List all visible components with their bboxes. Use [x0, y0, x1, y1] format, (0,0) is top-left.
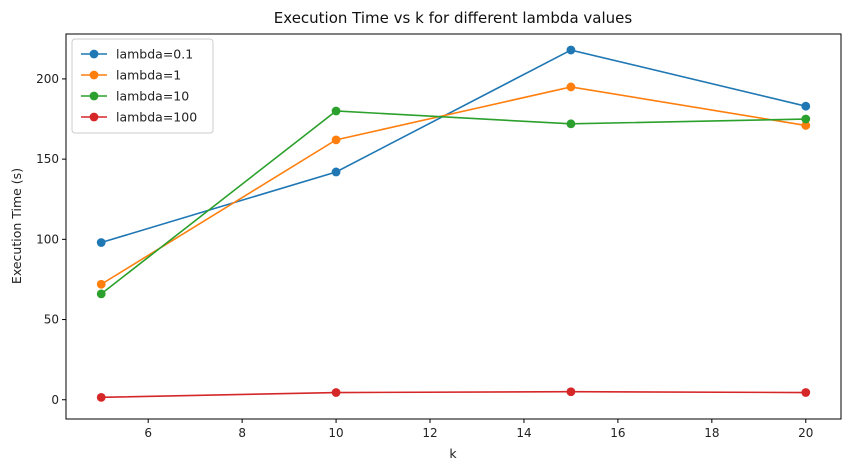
- legend-label: lambda=100: [116, 110, 197, 125]
- legend-swatch-marker: [89, 91, 99, 101]
- y-axis-ticks: 0 50 100 150 200: [36, 72, 66, 407]
- series-line-0: [100, 49, 806, 244]
- x-tick-label: 8: [238, 426, 246, 440]
- x-tick-label: 16: [610, 426, 625, 440]
- y-tick-label: 100: [36, 232, 59, 246]
- data-point: [96, 289, 106, 299]
- y-tick-label: 0: [51, 393, 59, 407]
- data-point: [96, 392, 106, 402]
- data-point: [331, 106, 341, 116]
- x-axis-ticks: 6 8 10 12 14 16 18 20: [144, 419, 813, 440]
- data-point: [96, 238, 106, 247]
- data-point: [566, 119, 576, 129]
- y-tick-label: 150: [36, 152, 59, 166]
- x-tick-label: 14: [516, 426, 531, 440]
- data-point: [566, 82, 576, 92]
- series-line-3: [101, 390, 806, 399]
- legend-label: lambda=10: [116, 89, 189, 104]
- x-tick-label: 18: [704, 426, 719, 440]
- y-axis-label: Execution Time (s): [9, 168, 24, 284]
- legend: lambda=0.1 lambda=1 lambda=10 lambda=100: [71, 38, 214, 134]
- x-tick-label: 10: [328, 426, 343, 440]
- x-tick-label: 12: [422, 426, 437, 440]
- data-point: [801, 114, 811, 124]
- x-tick-label: 20: [798, 426, 813, 440]
- data-point: [566, 387, 576, 397]
- legend-swatch-marker: [89, 49, 99, 59]
- series-line-1: [100, 86, 806, 285]
- data-point: [801, 101, 811, 111]
- series-line-2: [100, 110, 806, 295]
- data-point: [331, 135, 341, 145]
- y-tick-label: 50: [44, 313, 59, 327]
- legend-swatch-marker: [89, 70, 99, 80]
- series-layer: [96, 45, 811, 402]
- legend-swatch-marker: [89, 112, 99, 122]
- data-point: [566, 45, 576, 55]
- data-point: [331, 388, 341, 397]
- x-tick-label: 6: [144, 426, 152, 440]
- data-point: [96, 279, 106, 289]
- data-point: [801, 388, 811, 397]
- data-point: [331, 167, 341, 177]
- legend-label: lambda=1: [116, 68, 181, 83]
- x-axis-label: k: [449, 446, 457, 461]
- legend-box: [71, 38, 214, 134]
- chart-title: Execution Time vs k for different lambda…: [274, 9, 633, 27]
- y-tick-label: 200: [36, 72, 59, 86]
- legend-label: lambda=0.1: [116, 47, 193, 62]
- data-point: [801, 121, 811, 130]
